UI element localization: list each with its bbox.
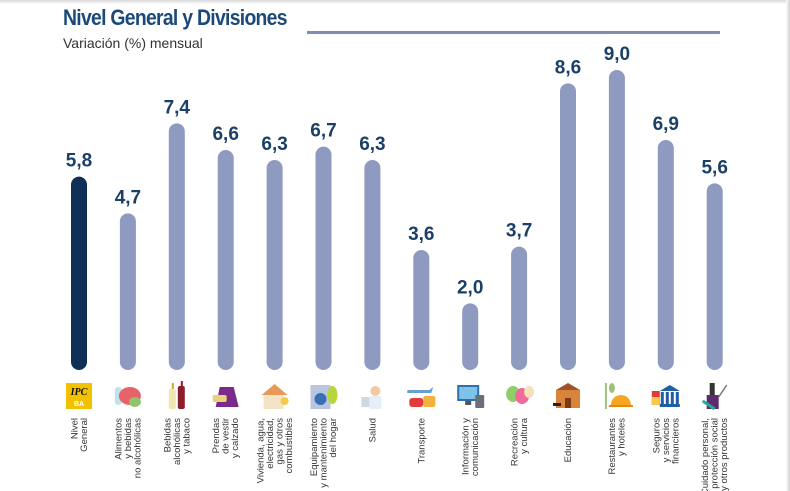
- bar: [608, 70, 625, 370]
- svg-text:IPC: IPC: [70, 387, 88, 398]
- category-label-line: protección social: [710, 418, 721, 489]
- category-label-line: Seguros: [651, 418, 662, 454]
- category-label: Transporte: [416, 418, 427, 464]
- category-label-line: Alimentos: [113, 418, 124, 460]
- school-icon: [553, 383, 580, 408]
- bar: [119, 213, 136, 370]
- category-label-line: financieros: [670, 418, 681, 464]
- bar-value-label: 3,7: [506, 221, 532, 242]
- category-label-line: del hogar: [328, 418, 339, 458]
- chart-title: Nivel General y Divisiones: [63, 5, 288, 30]
- category-label-line: Bebidas: [162, 418, 173, 453]
- category-label-line: y tabaco: [181, 418, 192, 454]
- restaurant-icon: [604, 383, 633, 409]
- category-label: Vivienda, agua,electricidad,gas y otrosc…: [255, 418, 295, 484]
- washing-machine-icon: [310, 385, 338, 409]
- category-label-line: Nivel: [69, 418, 80, 439]
- bar-value-label: 6,3: [359, 134, 385, 155]
- bar: [462, 303, 479, 370]
- bar: [168, 123, 185, 370]
- category-label-line: de vestir: [221, 418, 232, 454]
- category-label-line: Cuidado personal,: [700, 418, 711, 491]
- bar-value-label: 8,6: [555, 57, 581, 78]
- bar: [266, 160, 283, 370]
- personal-care-icon: [701, 383, 728, 411]
- bar-value-label: 4,7: [115, 187, 141, 208]
- category-label-line: Información y: [460, 418, 471, 475]
- doctor-icon: [361, 386, 382, 409]
- food-icon: [114, 387, 141, 407]
- computer-icon: [457, 385, 485, 408]
- bar: [511, 246, 528, 370]
- bar: [217, 150, 234, 370]
- right-edge: [786, 0, 790, 491]
- bar-value-label: 6,7: [310, 121, 336, 142]
- bar-value-label: 6,9: [653, 114, 679, 135]
- bar-value-label: 5,6: [701, 157, 727, 178]
- category-label-line: y mantenimiento: [319, 418, 330, 488]
- bar-value-label: 9,0: [604, 44, 630, 65]
- category-label-line: Salud: [367, 418, 378, 442]
- bank-icon: [651, 385, 680, 407]
- category-label-line: y bebidas: [123, 418, 134, 459]
- bar: [657, 140, 674, 370]
- bar: [413, 250, 430, 370]
- house-icon: [261, 384, 289, 409]
- category-label-line: Vivienda, agua,: [255, 418, 266, 483]
- category-label-line: Prendas: [211, 418, 222, 454]
- bar-value-label: 7,4: [164, 97, 191, 118]
- category-label-line: Recreación: [509, 418, 520, 466]
- bar-value-label: 5,8: [66, 151, 92, 172]
- clothing-icon: [212, 387, 239, 407]
- category-label-line: General: [79, 418, 90, 452]
- category-label-line: alcohólicas: [172, 418, 183, 465]
- bar: [706, 183, 723, 370]
- category-label-line: Transporte: [416, 418, 427, 464]
- category-label-line: Educación: [563, 418, 574, 462]
- category-label-line: electricidad,: [265, 418, 276, 469]
- chart-subtitle: Variación (%) mensual: [63, 35, 203, 51]
- bar-value-label: 2,0: [457, 277, 483, 298]
- category-label-line: no alcohólicas: [132, 418, 143, 478]
- bar-value-label: 3,6: [408, 224, 434, 245]
- title-rule: [307, 31, 720, 34]
- ipc-logo-icon: IPC BA: [66, 383, 92, 409]
- bar-value-label: 6,6: [212, 124, 238, 145]
- bar-value-label: 6,3: [261, 134, 287, 155]
- bar: [315, 146, 332, 370]
- wine-bottles-icon: [168, 381, 185, 409]
- svg-text:BA: BA: [74, 401, 84, 408]
- category-label-line: combustibles: [284, 418, 295, 474]
- category-label-line: y calzado: [230, 418, 241, 458]
- category-label-line: y otros productos: [719, 418, 730, 491]
- category-label-line: y servicios: [661, 418, 672, 463]
- category-label: Educación: [563, 418, 574, 462]
- category-label: Salud: [367, 418, 378, 442]
- category-label-line: gas y otros: [274, 418, 285, 465]
- theatre-masks-icon: [506, 386, 535, 404]
- category-label-line: comunicación: [470, 418, 481, 476]
- category-label-line: y cultura: [519, 417, 530, 454]
- transport-icon: [407, 387, 436, 407]
- bar: [71, 176, 87, 370]
- bar: [364, 160, 381, 370]
- category-label-line: Restaurantes: [607, 418, 618, 475]
- top-edge: [0, 0, 790, 4]
- category-label-line: Equipamiento: [309, 418, 320, 476]
- category-label-line: y hoteles: [617, 418, 628, 456]
- bar: [560, 83, 576, 370]
